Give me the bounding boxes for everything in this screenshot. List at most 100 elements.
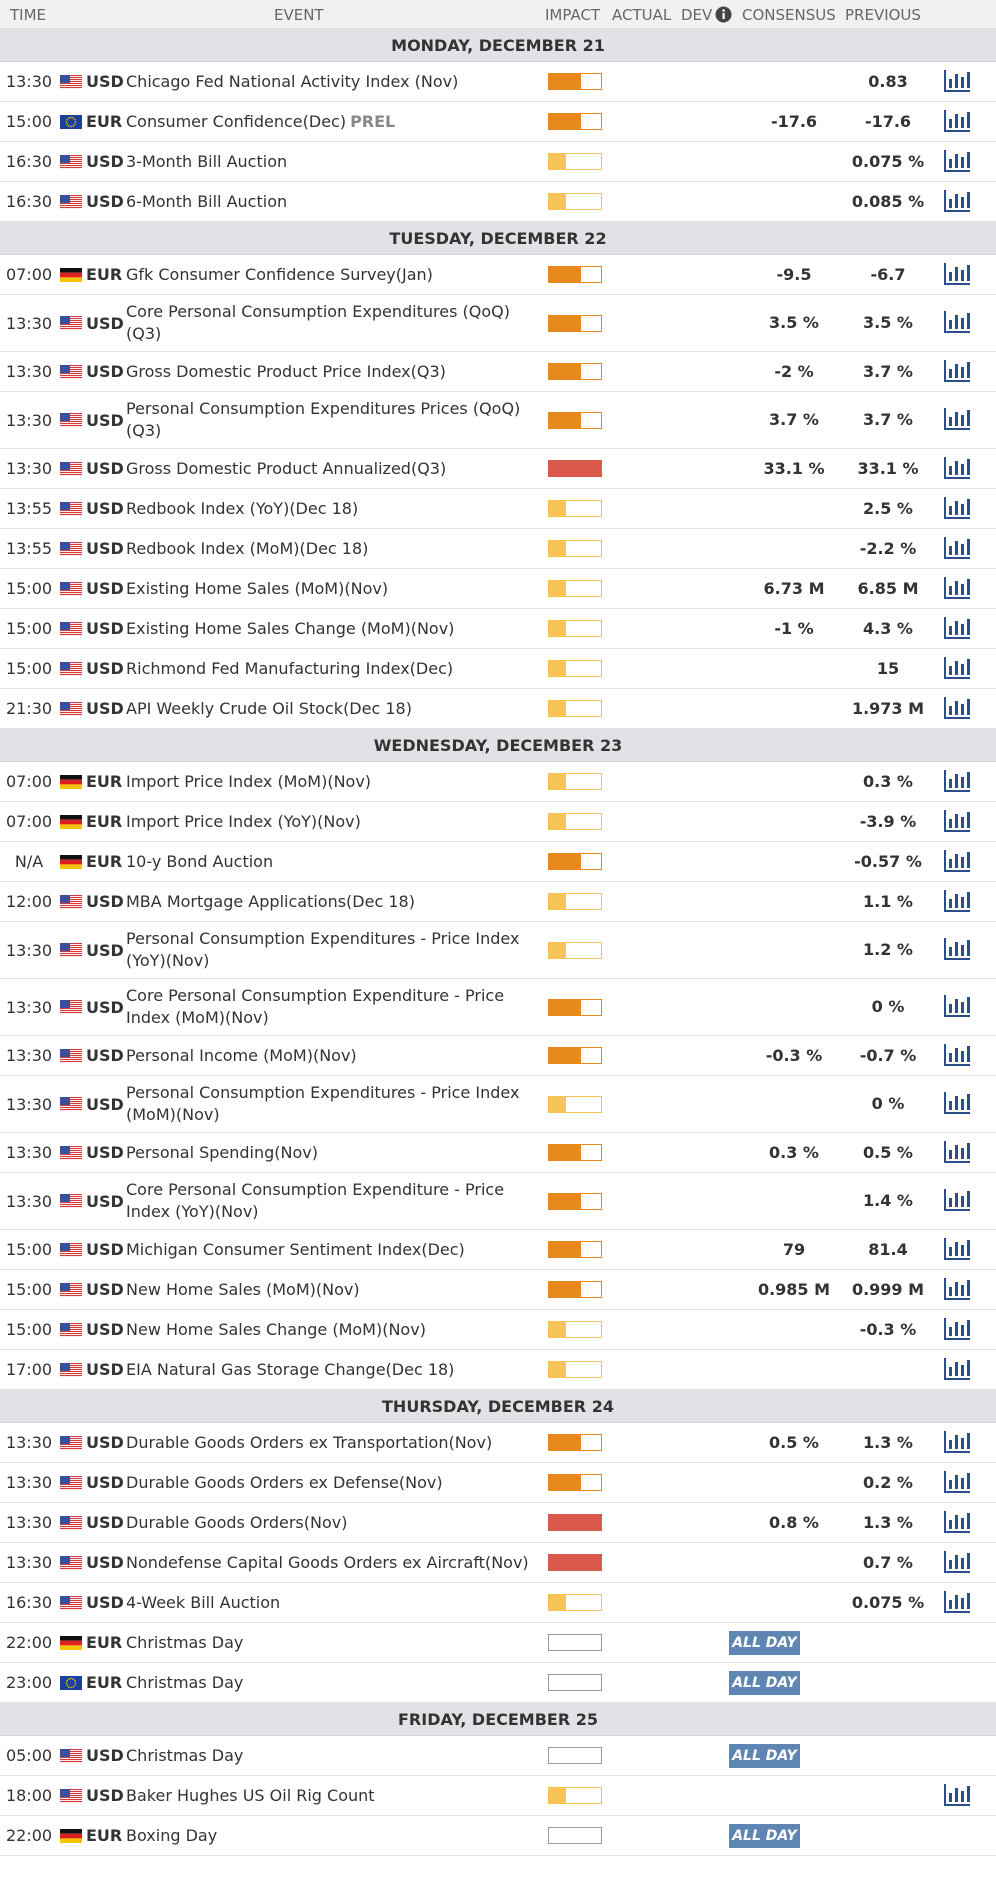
event-row: 17:00 USD EIA Natural Gas Storage Change(D… (0, 1350, 996, 1390)
event-name: Core Personal Consumption Expenditures (… (126, 301, 544, 345)
event-row: N/A EUR 10-y Bond Auction -0.57 % (0, 842, 996, 882)
event-name: Personal Income (MoM)(Nov) (126, 1045, 544, 1067)
impact-bar (548, 620, 602, 637)
time: 12:00 (5, 892, 53, 911)
impact-fill (549, 701, 567, 716)
chart-icon[interactable] (942, 1469, 972, 1495)
chart-icon[interactable] (942, 575, 972, 601)
chart-icon[interactable] (942, 1236, 972, 1262)
info-icon[interactable] (715, 6, 732, 23)
chart-icon[interactable] (942, 1589, 972, 1615)
values: 0.075 % (602, 1589, 996, 1615)
time: 23:00 (5, 1673, 53, 1692)
impact-fill (549, 364, 582, 379)
event-name: Christmas Day (126, 1745, 544, 1767)
chart-icon[interactable] (942, 406, 972, 432)
event-name: Import Price Index (YoY)(Nov) (126, 811, 544, 833)
previous: 0.2 % (863, 1472, 913, 1492)
chart-icon[interactable] (942, 695, 972, 721)
chart-icon[interactable] (942, 1429, 972, 1455)
col-actual: ACTUAL (612, 6, 672, 24)
flag (60, 1194, 82, 1208)
chart-icon[interactable] (942, 615, 972, 641)
time: 15:00 (5, 1240, 53, 1259)
chart-icon[interactable] (942, 1139, 972, 1165)
event-name: Boxing Day (126, 1825, 544, 1847)
event-name: Durable Goods Orders ex Defense(Nov) (126, 1472, 544, 1494)
chart-icon[interactable] (942, 936, 972, 962)
chart-icon[interactable] (942, 888, 972, 914)
chart-icon[interactable] (942, 1549, 972, 1575)
event-row: 15:00 USD Richmond Fed Manufacturing Index… (0, 649, 996, 689)
values: 0.3 % 0.5 % (602, 1139, 996, 1165)
chart-icon[interactable] (942, 993, 972, 1019)
event-name: 6-Month Bill Auction (126, 191, 544, 213)
values: 0.7 % (602, 1549, 996, 1575)
impact-fill (549, 1555, 601, 1570)
chart-icon[interactable] (942, 1276, 972, 1302)
impact-bar (548, 1594, 602, 1611)
impact-fill (549, 1595, 567, 1610)
time: 13:30 (5, 410, 53, 430)
chart-icon[interactable] (942, 188, 972, 214)
previous: 0.7 % (863, 1552, 913, 1572)
time: 13:30 (5, 459, 53, 478)
flag (60, 1595, 82, 1610)
event-row: 18:00 USD Baker Hughes US Oil Rig Count (0, 1776, 996, 1816)
impact-bar (548, 500, 602, 517)
chart-icon[interactable] (942, 535, 972, 561)
event-text: 10-y Bond Auction (126, 851, 274, 871)
chart-icon[interactable] (942, 108, 972, 134)
chart-icon[interactable] (942, 148, 972, 174)
all-day-badge: ALL DAY (729, 1823, 800, 1848)
previous: 0.075 % (851, 151, 925, 171)
currency: USD (86, 72, 124, 91)
flag (60, 461, 82, 476)
previous: -3.9 % (859, 811, 917, 831)
event-row: 13:30 USD Core Personal Consumption Expend… (0, 1173, 996, 1230)
time: 13:30 (5, 1143, 53, 1162)
chart-icon[interactable] (942, 1782, 972, 1808)
day-header: THURSDAY, DECEMBER 24 (0, 1390, 996, 1423)
chart-icon[interactable] (942, 1316, 972, 1342)
event-name: Existing Home Sales Change (MoM)(Nov) (126, 618, 544, 640)
chart-icon[interactable] (942, 655, 972, 681)
flag (60, 661, 82, 676)
event-row: 15:00 EUR Consumer Confidence(Dec) PREL -17.… (0, 102, 996, 142)
previous: 0 % (871, 997, 905, 1016)
chart-icon[interactable] (942, 309, 972, 335)
impact-bar (548, 363, 602, 380)
chart-icon[interactable] (942, 1187, 972, 1213)
time: 15:00 (5, 619, 53, 638)
event-row: 15:00 USD Existing Home Sales Change (MoM)… (0, 609, 996, 649)
event-name: New Home Sales (MoM)(Nov) (126, 1279, 544, 1301)
time: 13:30 (5, 1553, 53, 1572)
previous: 1.4 % (863, 1191, 913, 1210)
event-row: 15:00 USD New Home Sales Change (MoM)(Nov)… (0, 1310, 996, 1350)
event-text: New Home Sales Change (MoM)(Nov) (126, 1319, 426, 1339)
event-text: Christmas Day (126, 1672, 244, 1692)
chart-icon[interactable] (942, 495, 972, 521)
chart-icon[interactable] (942, 768, 972, 794)
impact-bar (548, 1514, 602, 1531)
currency: USD (86, 410, 124, 430)
impact-bar (548, 1047, 602, 1064)
chart-icon[interactable] (942, 358, 972, 384)
event-text: Core Personal Consumption Expenditures (… (126, 302, 510, 343)
chart-icon[interactable] (942, 261, 972, 287)
flag (60, 413, 82, 427)
chart-icon[interactable] (942, 848, 972, 874)
time: N/A (14, 852, 44, 871)
chart-icon[interactable] (942, 1042, 972, 1068)
chart-icon[interactable] (942, 1090, 972, 1116)
chart-icon[interactable] (942, 1509, 972, 1535)
chart-icon[interactable] (942, 808, 972, 834)
previous: 3.5 % (863, 313, 913, 332)
chart-icon[interactable] (942, 68, 972, 94)
event-row: 13:30 USD Personal Consumption Expenditure… (0, 922, 996, 979)
chart-icon[interactable] (942, 455, 972, 481)
time: 13:30 (5, 1094, 53, 1114)
chart-icon[interactable] (942, 1356, 972, 1382)
previous: 1.3 % (863, 1512, 913, 1532)
impact-bar (548, 1361, 602, 1378)
